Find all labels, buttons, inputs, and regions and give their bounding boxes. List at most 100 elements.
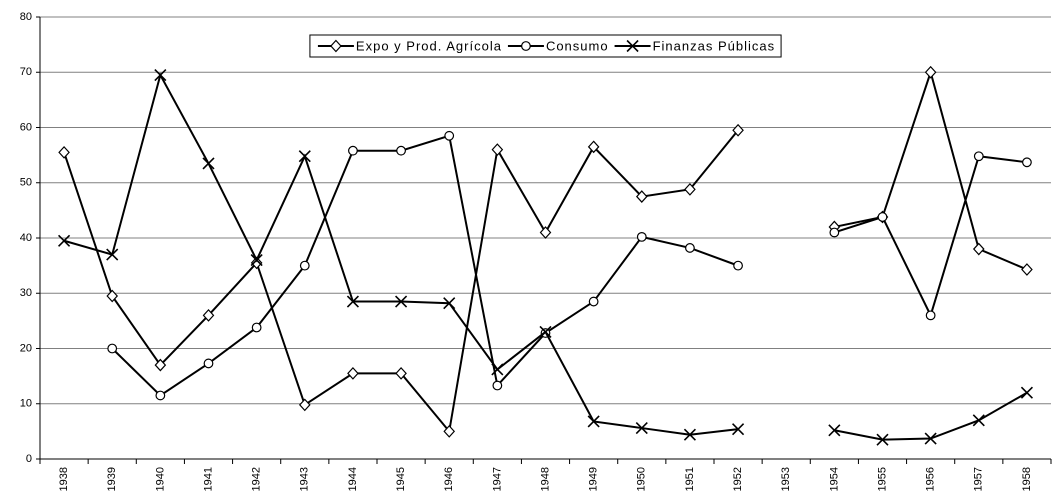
marker-x (298, 150, 311, 163)
marker-circle (829, 227, 840, 238)
marker-x (539, 325, 552, 338)
marker-diamond (732, 123, 744, 137)
marker-circle (251, 322, 262, 333)
marker-diamond (443, 424, 456, 438)
marker-diamond (491, 143, 504, 156)
marker-circle (973, 151, 984, 162)
marker-circle (444, 130, 455, 141)
legend-text: Expo y Prod. Agrícola (356, 38, 502, 53)
series-line (111, 134, 739, 397)
marker-circle (733, 260, 743, 271)
marker-x (876, 433, 889, 446)
marker-diamond (58, 145, 70, 159)
marker-x (443, 297, 456, 310)
marker-diamond (395, 366, 407, 380)
marker-diamond (202, 308, 215, 322)
marker-diamond (106, 289, 119, 303)
series-line (834, 391, 1028, 441)
y-tick-label: 50 (20, 177, 32, 189)
marker-circle (299, 260, 310, 271)
x-tick-label: 1942 (251, 467, 263, 491)
x-tick-label: 1958 (1021, 467, 1033, 491)
y-tick-label: 60 (20, 121, 32, 133)
legend-marker (330, 39, 342, 53)
marker-x (587, 415, 600, 428)
marker-x (58, 234, 71, 247)
x-tick-label: 1950 (636, 467, 648, 491)
x-tick-label: 1955 (876, 467, 888, 491)
marker-circle (492, 380, 503, 391)
marker-circle (107, 343, 118, 354)
marker-circle (1022, 157, 1032, 168)
marker-diamond (154, 358, 167, 372)
y-tick-label: 40 (20, 232, 32, 244)
marker-x (346, 295, 359, 308)
marker-x (1020, 386, 1033, 399)
marker-x (635, 421, 648, 435)
x-tick-label: 1949 (588, 467, 600, 491)
legend-marker (626, 39, 639, 53)
series-line (834, 68, 1028, 271)
x-tick-label: 1957 (973, 467, 985, 491)
legend-text: Finanzas Públicas (653, 38, 776, 53)
marker-x (106, 248, 119, 261)
x-tick-label: 1946 (443, 467, 455, 491)
marker-diamond (250, 256, 263, 270)
marker-diamond (1021, 263, 1033, 276)
marker-x (395, 295, 408, 308)
marker-x (732, 423, 745, 436)
y-tick-label: 20 (20, 342, 32, 354)
series-line (834, 155, 1028, 319)
x-tick-label: 1956 (925, 467, 937, 491)
marker-circle (685, 243, 695, 253)
marker-diamond (587, 140, 600, 154)
y-tick-label: 80 (20, 11, 32, 23)
legend-text: Consumo (546, 38, 609, 53)
y-tick-label: 0 (26, 453, 32, 465)
marker-circle (588, 296, 599, 307)
marker-circle (636, 231, 647, 242)
x-tick-label: 1944 (347, 467, 359, 491)
marker-diamond (924, 65, 937, 79)
legend-box (309, 34, 782, 58)
legend-marker (521, 41, 531, 51)
x-tick-label: 1953 (780, 467, 792, 491)
marker-x (154, 68, 167, 82)
marker-x (683, 428, 696, 441)
x-tick-label: 1941 (202, 467, 214, 491)
marker-circle (155, 390, 166, 401)
y-tick-label: 70 (20, 66, 32, 78)
marker-diamond (684, 182, 696, 196)
x-tick-label: 1943 (299, 467, 311, 491)
marker-x (972, 414, 985, 427)
y-tick-label: 30 (20, 287, 32, 299)
marker-diamond (347, 366, 359, 380)
x-tick-label: 1945 (395, 467, 407, 491)
marker-diamond (635, 190, 648, 203)
marker-x (491, 363, 504, 376)
marker-circle (203, 358, 214, 369)
marker-x (202, 157, 215, 170)
marker-circle (348, 145, 358, 156)
y-tick-label: 10 (20, 398, 32, 410)
marker-x (250, 254, 263, 267)
x-tick-label: 1951 (684, 467, 696, 491)
marker-x (924, 432, 937, 445)
x-tick-label: 1948 (539, 467, 551, 491)
legend: Expo y Prod. Agrícola Consumo Finanzas Púb… (309, 34, 782, 58)
marker-x (828, 424, 841, 437)
marker-circle (877, 212, 888, 222)
x-tick-label: 1939 (106, 467, 118, 491)
marker-diamond (539, 226, 552, 239)
x-tick-label: 1952 (732, 467, 744, 491)
marker-diamond (972, 242, 985, 256)
marker-diamond (298, 398, 311, 412)
x-tick-label: 1954 (828, 467, 840, 491)
x-tick-label: 1938 (58, 467, 70, 491)
x-tick-label: 1940 (154, 467, 166, 491)
series-line (63, 72, 739, 436)
marker-circle (925, 310, 936, 321)
x-tick-label: 1947 (491, 467, 503, 491)
